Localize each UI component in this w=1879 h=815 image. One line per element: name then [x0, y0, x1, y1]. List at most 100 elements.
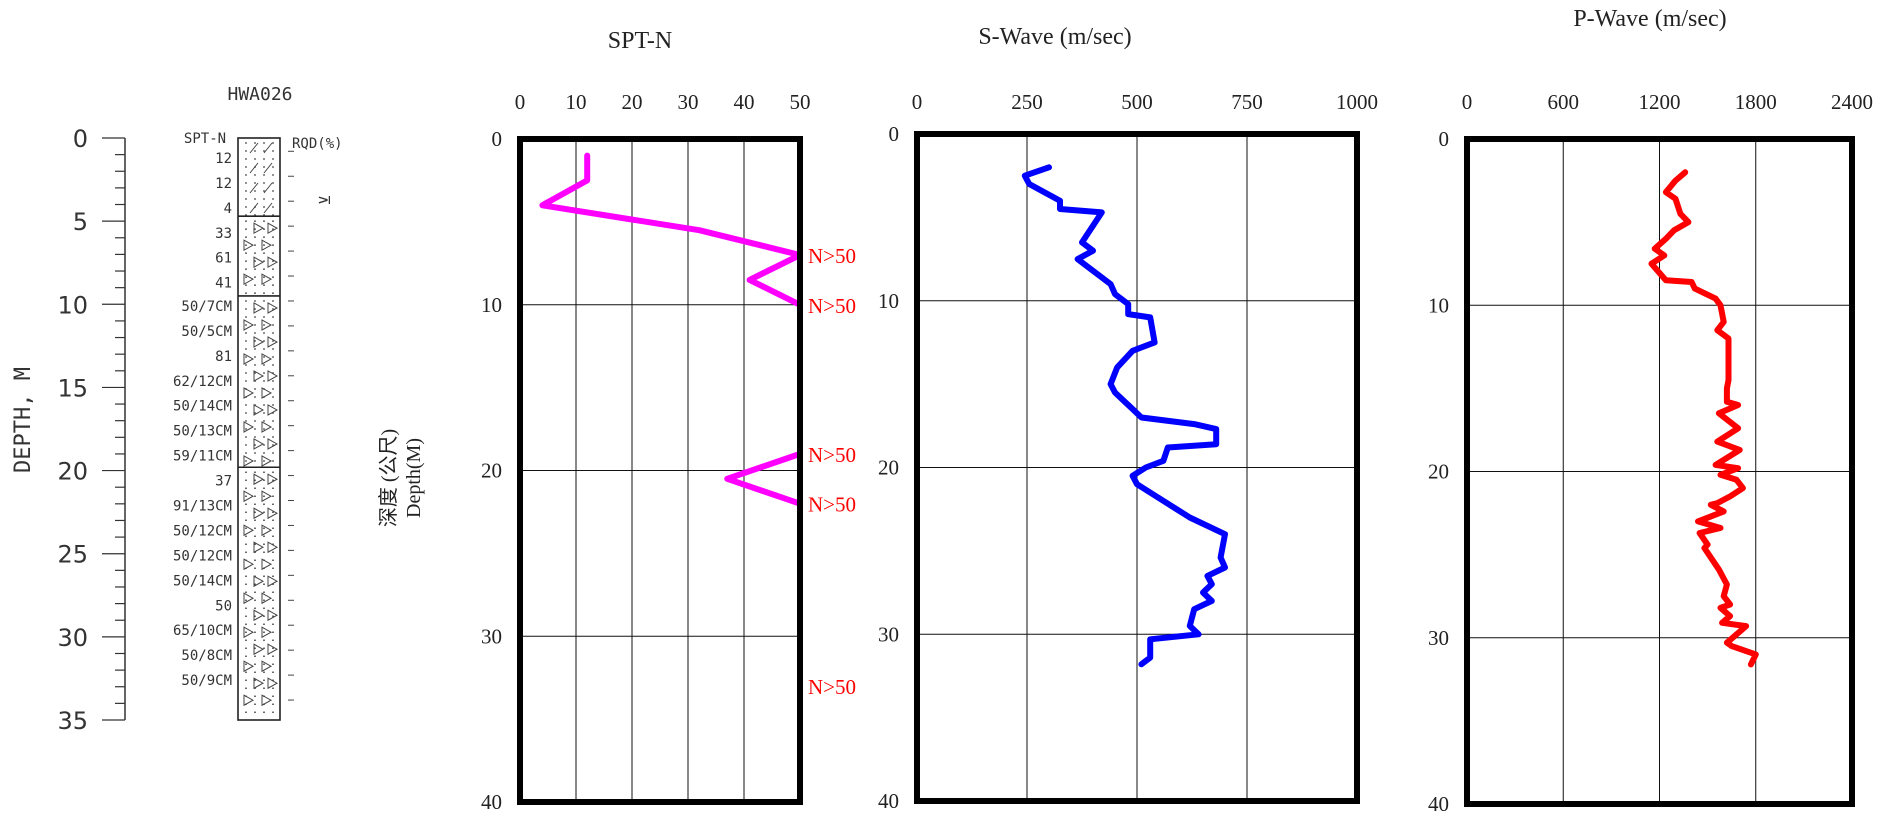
soil-dot [263, 308, 265, 310]
soil-dot [245, 236, 247, 239]
soil-dot [245, 519, 247, 522]
soil-dot [272, 404, 274, 406]
soil-dot [272, 663, 274, 666]
spt-value-label: 65/10CM [173, 623, 232, 639]
soil-dot [254, 220, 256, 223]
gravel-triangle [253, 222, 265, 235]
x-tick-label: 500 [1121, 90, 1153, 114]
soil-layer-gravel [243, 471, 279, 714]
s-wave-chart: S-Wave (m/sec) 0 250 500 750 1000 0 10 20 30 40 [878, 24, 1378, 813]
y-tick-label: 0 [1439, 127, 1450, 151]
gravel-triangle [267, 609, 279, 622]
soil-dot [272, 284, 274, 287]
gravel-triangle [253, 336, 265, 348]
soil-dot [263, 444, 265, 446]
soil-dot [272, 356, 274, 358]
soil-dot [254, 308, 256, 310]
soil-dot [272, 142, 274, 144]
gravel-triangle [243, 694, 255, 707]
soil-dot [272, 519, 274, 522]
soil-dot [254, 535, 256, 538]
y-tick-label: 30 [481, 624, 502, 648]
soil-dot [254, 300, 256, 302]
soil-dot [245, 190, 247, 192]
soil-dot [263, 436, 265, 438]
soil-dot [272, 220, 274, 223]
soil-dot [263, 244, 265, 247]
soil-dot [254, 428, 256, 430]
soil-dot [245, 551, 247, 554]
soil-dot [272, 174, 274, 176]
soil-dot [272, 559, 274, 562]
soil-dot [263, 404, 265, 406]
soil-dot [272, 639, 274, 642]
soil-dot [245, 452, 247, 454]
rqd-column-header: RQD(%) [292, 136, 343, 152]
x-tick-label: 30 [678, 90, 699, 114]
soil-layer-gravel [243, 220, 279, 295]
soil-dot [263, 268, 265, 271]
soil-dot [263, 284, 265, 287]
soil-dot [245, 711, 247, 714]
x-tick-label: 1200 [1639, 90, 1681, 114]
soil-dot [272, 551, 274, 554]
borehole-spt-labels: 12 12 4 33 61 41 50/7CM 50/5CM 81 62/12CM 50/14CM 5… [173, 151, 232, 689]
soil-dot [263, 190, 265, 192]
soil-dot [272, 575, 274, 578]
soil-dot [263, 511, 265, 514]
soil-dot [254, 198, 256, 200]
gravel-triangle [261, 524, 273, 537]
gravel-triangle [261, 592, 273, 605]
soil-dot [263, 631, 265, 634]
soil-dot [254, 567, 256, 570]
soil-dot [254, 511, 256, 514]
soil-dot [254, 444, 256, 446]
soil-dot [254, 559, 256, 562]
soil-dot [272, 487, 274, 490]
soil-dot [254, 671, 256, 674]
soil-dot [272, 535, 274, 538]
soil-dot [272, 460, 274, 462]
soil-dot [263, 174, 265, 176]
soil-dot [254, 260, 256, 263]
soil-dot [245, 479, 247, 482]
soil-dot [254, 479, 256, 482]
soil-dot [272, 623, 274, 626]
soil-dot [245, 639, 247, 642]
soil-dot [245, 647, 247, 650]
soil-dot [245, 308, 247, 310]
soil-dot [263, 591, 265, 594]
annotation-label: N>50 [808, 244, 856, 268]
soil-dot [254, 252, 256, 255]
soil-dot [245, 575, 247, 578]
soil-dot [245, 292, 247, 295]
soil-dot [263, 316, 265, 318]
soil-dot [263, 711, 265, 714]
soil-layer-gravel [243, 300, 279, 467]
soil-dot [263, 252, 265, 255]
soil-slash [249, 162, 259, 174]
spt-value-label: 59/11CM [173, 449, 232, 465]
soil-dot [263, 607, 265, 610]
soil-dot [272, 158, 274, 160]
soil-dot [245, 268, 247, 271]
soil-dot [245, 591, 247, 594]
soil-dot [254, 460, 256, 462]
soil-dot [263, 260, 265, 263]
x-tick-label: 600 [1548, 90, 1580, 114]
soil-dot [245, 535, 247, 538]
soil-dot [254, 182, 256, 184]
soil-dot [245, 583, 247, 586]
soil-dot [245, 364, 247, 366]
soil-dot [263, 583, 265, 586]
x-tick-label: 10 [566, 90, 587, 114]
soil-dot [263, 452, 265, 454]
soil-dot [254, 591, 256, 594]
gravel-triangle [243, 239, 255, 252]
soil-dot [263, 655, 265, 658]
soil-dot [272, 276, 274, 279]
borehole-log: HWA026 DEPTH, M SPT-N RQD(%) ⊻ 0 5 10 15 20 2… [11, 84, 343, 735]
soil-dot [245, 166, 247, 168]
soil-dot [263, 519, 265, 522]
soil-dot [245, 487, 247, 490]
